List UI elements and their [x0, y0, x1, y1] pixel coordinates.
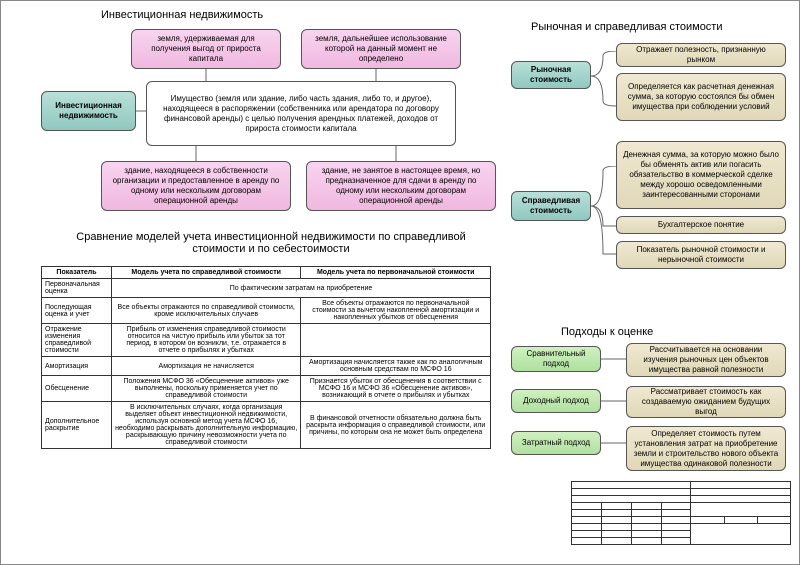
comparison-table: Показатель Модель учета по справедливой … [41, 266, 491, 449]
table-row: Отражение изменения справедливой стоимос… [42, 324, 491, 357]
cell: Последующая оценка и учет [42, 298, 112, 324]
table-row: Показатель Модель учета по справедливой … [42, 267, 491, 279]
box-fair-a: Денежная сумма, за которую можно было бы… [616, 141, 786, 209]
cell: Прибыль от изменения справедливой стоимо… [111, 324, 301, 357]
box-land-gain: земля, удерживаемая для получения выгод … [131, 29, 281, 69]
box-market-b: Определяется как расчетная денежная сумм… [616, 73, 786, 121]
cell: Отражение изменения справедливой стоимос… [42, 324, 112, 357]
th-cost: Модель учета по первоначальной стоимости [301, 267, 491, 279]
cell: Дополнительное раскрытие [42, 402, 112, 449]
table-row: Обесценение Положения МСФО 36 «Обесценен… [42, 376, 491, 402]
title-block [571, 481, 791, 545]
cell: По фактическим затратам на приобретение [111, 279, 490, 298]
cell: Все объекты отражаются по первоначальной… [301, 298, 491, 324]
label-investment: Инвестиционная недвижимость [41, 91, 136, 131]
box-definition: Имущество (земля или здание, либо часть … [146, 81, 456, 146]
box-building-owned: здание, находящееся в собственности орга… [101, 161, 291, 211]
cell: В финансовой отчетности обязательно долж… [301, 402, 491, 449]
cell: Амортизация [42, 357, 112, 376]
box-land-undef: земля, дальнейшее использование которой … [301, 29, 461, 69]
box-building-vacant: здание, не занятое в настоящее время, но… [306, 161, 496, 211]
cell: Амортизация начисляется также как по ана… [301, 357, 491, 376]
box-approach-a2: Рассматривает стоимость как создаваемую … [626, 386, 786, 418]
cell: Признается убыток от обесценения в соотв… [301, 376, 491, 402]
th-indicator: Показатель [42, 267, 112, 279]
table-row: Амортизация Амортизация не начисляется А… [42, 357, 491, 376]
label-fair-value: Справедливая стоимость [511, 191, 591, 221]
label-income-approach: Доходный подход [511, 389, 601, 413]
box-fair-c: Показатель рыночной стоимости и нерыночн… [616, 241, 786, 269]
box-approach-a3: Определяет стоимость путем установления … [626, 426, 786, 471]
cell [301, 324, 491, 357]
label-cost-approach: Затратный подход [511, 431, 601, 455]
label-market-value: Рыночная стоимость [511, 61, 591, 89]
title-market: Рыночная и справедливая стоимости [531, 21, 723, 33]
th-fair: Модель учета по справедливой стоимости [111, 267, 301, 279]
table-row: Первоначальная оценка По фактическим зат… [42, 279, 491, 298]
label-compare-approach: Сравнительный подход [511, 346, 601, 372]
table-row: Последующая оценка и учет Все объекты от… [42, 298, 491, 324]
table-row: Дополнительное раскрытие В исключительны… [42, 402, 491, 449]
cell: Амортизация не начисляется [111, 357, 301, 376]
cell: Первоначальная оценка [42, 279, 112, 298]
box-fair-b: Бухгалтерское понятие [616, 216, 786, 234]
title-investment: Инвестиционная недвижимость [101, 9, 263, 21]
cell: Все объекты отражаются по справедливой с… [111, 298, 301, 324]
box-market-a: Отражает полезность, признанную рынком [616, 43, 786, 67]
title-approach: Подходы к оценке [561, 326, 653, 338]
cell: Положения МСФО 36 «Обесценение активов» … [111, 376, 301, 402]
title-compare: Сравнение моделей учета инвестиционной н… [61, 231, 481, 255]
box-approach-a1: Рассчитывается на основании изучения рын… [626, 343, 786, 377]
cell: В исключительных случаях, когда организа… [111, 402, 301, 449]
cell: Обесценение [42, 376, 112, 402]
